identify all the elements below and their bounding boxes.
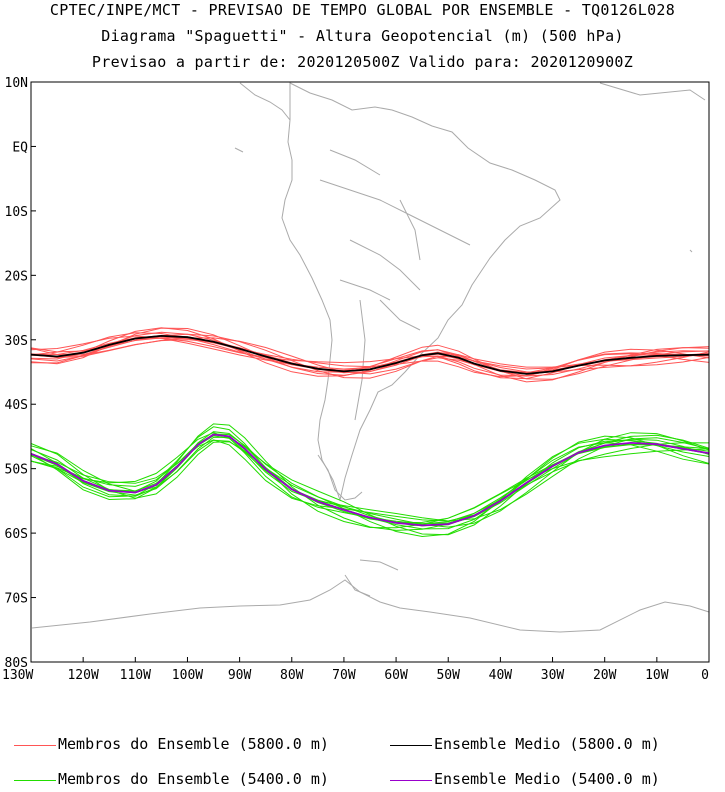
member-line-5400 (30, 439, 710, 522)
lat-tick-label: 60S (5, 527, 28, 542)
lon-tick-label: 130W (2, 668, 33, 683)
lat-tick-label: 10N (5, 76, 28, 91)
legend-label-members-5400: Membros do Ensemble (5400.0 m) (58, 770, 329, 788)
antarctica-coastline (31, 579, 710, 633)
member-line-5400 (30, 435, 710, 522)
longitude-axis: 130W 120W 110W 100W 90W 80W 70W 60W 50W 40W 30W 20W… (2, 657, 710, 683)
south-america-coastline (281, 82, 561, 502)
legend-label-members-5800: Membros do Ensemble (5800.0 m) (58, 735, 329, 753)
lon-tick-label: 50W (436, 668, 460, 683)
legend-swatch-members-5400 (14, 780, 56, 781)
ensemble-means (30, 334, 710, 527)
lon-tick-label: 70W (332, 668, 356, 683)
plot-frame (30, 81, 710, 663)
title-line-1: CPTEC/INPE/MCT - PREVISAO DE TEMPO GLOBA… (49, 1, 676, 19)
member-line-5400 (30, 433, 710, 524)
lon-tick-label: 110W (120, 668, 151, 683)
ensemble-members-5800 (30, 327, 710, 383)
legend-swatch-mean-5400 (390, 780, 432, 781)
lon-tick-label: 90W (228, 668, 252, 683)
central-america-coastline (234, 82, 706, 253)
lon-tick-label: 60W (384, 668, 408, 683)
southern-islands (317, 454, 399, 597)
country-borders (319, 149, 471, 421)
legend-label-mean-5800: Ensemble Medio (5800.0 m) (434, 735, 660, 753)
lat-tick-label: 70S (5, 592, 28, 607)
member-line-5800 (30, 337, 710, 380)
member-line-5400 (30, 433, 710, 525)
lat-tick-label: 50S (5, 463, 28, 478)
lat-tick-label: 80S (5, 656, 28, 671)
title-line-2: Diagrama "Spaguetti" - Altura Geopotenci… (101, 27, 624, 45)
lon-tick-label: 20W (593, 668, 617, 683)
member-line-5400 (30, 438, 710, 527)
mean-line-5400 (30, 433, 710, 527)
member-line-5800 (30, 335, 710, 383)
map-plot: 10N EQ 10S 20S 30S 40S 50S 60S 70S 80S 130W 120W 11… (2, 76, 710, 683)
coastline-layer (31, 82, 710, 633)
lon-tick-label: 0 (701, 668, 709, 683)
lon-tick-label: 100W (172, 668, 203, 683)
member-line-5400 (30, 433, 710, 538)
latitude-axis: 10N EQ 10S 20S 30S 40S 50S 60S 70S 80S (5, 76, 36, 671)
lat-tick-label: 20S (5, 269, 28, 284)
lon-tick-label: 80W (280, 668, 304, 683)
member-line-5400 (30, 434, 710, 526)
lat-tick-label: 10S (5, 205, 28, 220)
lon-tick-label: 30W (541, 668, 565, 683)
lon-tick-label: 10W (645, 668, 669, 683)
legend-swatch-mean-5800 (390, 745, 432, 746)
lat-tick-label: EQ (12, 140, 28, 155)
lon-tick-label: 40W (489, 668, 513, 683)
legend-swatch-members-5800 (14, 745, 56, 746)
mean-line-5800 (30, 334, 710, 375)
title-line-3: Previsao a partir de: 2020120500Z Valido… (91, 53, 634, 71)
lat-tick-label: 40S (5, 398, 28, 413)
lat-tick-label: 30S (5, 334, 28, 349)
legend-label-mean-5400: Ensemble Medio (5400.0 m) (434, 770, 660, 788)
lon-tick-label: 120W (67, 668, 98, 683)
ensemble-members-5400 (30, 423, 710, 538)
